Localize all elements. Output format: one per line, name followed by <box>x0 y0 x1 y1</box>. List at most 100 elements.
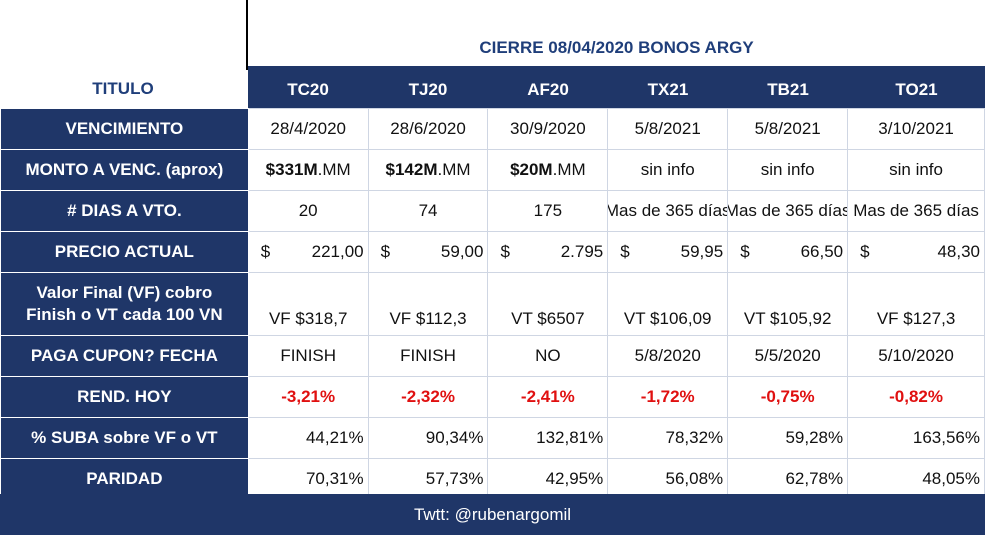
cell[interactable]: $2.795 <box>487 231 609 273</box>
cell[interactable]: 5/8/2021 <box>727 108 849 150</box>
top-left-blank <box>0 0 246 70</box>
cell[interactable]: sin info <box>727 149 849 191</box>
table-row-suba: % SUBA sobre VF o VT 44,21% 90,34% 132,8… <box>0 417 985 459</box>
cell[interactable]: 30/9/2020 <box>487 108 609 150</box>
row-label-line2: Finish o VT cada 100 VN <box>26 305 223 324</box>
cell-text: Mas de 365 días <box>853 201 979 220</box>
cell[interactable]: -2,41% <box>487 376 609 418</box>
table-row-vencimiento: VENCIMIENTO 28/4/2020 28/6/2020 30/9/202… <box>0 108 985 150</box>
cell-value: 59,00 <box>440 242 484 261</box>
cell[interactable]: sin info <box>847 149 985 191</box>
cell[interactable]: VF $112,3 <box>367 272 489 336</box>
cell[interactable]: 5/8/2021 <box>607 108 729 150</box>
cell[interactable]: $66,50 <box>727 231 849 273</box>
cell[interactable]: -3,21% <box>247 376 369 418</box>
cell[interactable]: -1,72% <box>607 376 729 418</box>
cell-rest: sin info <box>760 160 815 179</box>
cell-rest: sin info <box>640 160 695 179</box>
cell-text: Mas de 365 días <box>607 201 728 220</box>
cell-rest: .MM <box>317 160 351 179</box>
cell-rest: .MM <box>437 160 471 179</box>
cell[interactable]: 3/10/2021 <box>847 108 985 150</box>
divider <box>246 0 248 70</box>
header-label-titulo: TITULO <box>0 70 246 108</box>
cell[interactable]: 132,81% <box>487 417 609 459</box>
row-label: % SUBA sobre VF o VT <box>0 417 249 459</box>
cell[interactable]: $59,95 <box>607 231 729 273</box>
cell[interactable]: sin info <box>607 149 729 191</box>
cell[interactable]: 163,56% <box>847 417 985 459</box>
currency-symbol: $ <box>860 242 870 261</box>
cell[interactable]: 42,95% <box>487 458 609 500</box>
cell[interactable]: $331M.MM <box>247 149 369 191</box>
table-row-cupon: PAGA CUPON? FECHA FINISH FINISH NO 5/8/2… <box>0 335 985 377</box>
cell[interactable]: 44,21% <box>247 417 369 459</box>
cell-bold: $20M <box>510 160 553 179</box>
currency-symbol: $ <box>260 242 271 261</box>
cell[interactable]: $20M.MM <box>487 149 609 191</box>
cell[interactable]: 59,28% <box>727 417 849 459</box>
cell[interactable]: NO <box>487 335 609 377</box>
row-label-line1: Valor Final (VF) cobro <box>36 283 213 302</box>
row-label: # DIAS A VTO. <box>0 190 249 232</box>
footer-credit: Twtt: @rubenargomil <box>0 494 985 535</box>
table-row-valor-final: Valor Final (VF) cobro Finish o VT cada … <box>0 272 985 336</box>
row-label: PARIDAD <box>0 458 249 500</box>
cell[interactable]: Mas de 365 días <box>847 190 985 232</box>
bond-table: VENCIMIENTO 28/4/2020 28/6/2020 30/9/202… <box>0 108 985 500</box>
cell[interactable]: VT $6507 <box>487 272 609 336</box>
cell[interactable]: $48,30 <box>847 231 985 273</box>
row-label: MONTO A VENC. (aprox) <box>0 149 249 191</box>
cell[interactable]: $221,00 <box>247 231 369 273</box>
cell-rest: .MM <box>552 160 586 179</box>
cell[interactable]: Mas de 365 días <box>607 190 729 232</box>
cell-value: 48,30 <box>937 242 980 261</box>
cell[interactable]: -2,32% <box>367 376 489 418</box>
cell[interactable]: $142M.MM <box>367 149 489 191</box>
currency-symbol: $ <box>380 242 391 261</box>
currency-symbol: $ <box>620 242 630 261</box>
cell-rest: sin info <box>889 160 943 179</box>
cell[interactable]: 5/10/2020 <box>847 335 985 377</box>
cell-value: 66,50 <box>800 242 844 261</box>
table-row-paridad: PARIDAD 70,31% 57,73% 42,95% 56,08% 62,7… <box>0 458 985 500</box>
cell[interactable]: VF $127,3 <box>847 272 985 336</box>
cell[interactable]: 28/4/2020 <box>247 108 369 150</box>
cell[interactable]: Mas de 365 días <box>727 190 849 232</box>
cell[interactable]: 56,08% <box>607 458 729 500</box>
cell[interactable]: -0,82% <box>847 376 985 418</box>
cell[interactable]: VF $318,7 <box>247 272 369 336</box>
cell[interactable]: 20 <box>247 190 369 232</box>
cell[interactable]: $59,00 <box>367 231 489 273</box>
row-label: REND. HOY <box>0 376 249 418</box>
cell[interactable]: FINISH <box>247 335 369 377</box>
cell[interactable]: 62,78% <box>727 458 849 500</box>
cell-bold: $142M <box>385 160 438 179</box>
cell[interactable]: 74 <box>367 190 489 232</box>
table-row-dias: # DIAS A VTO. 20 74 175 Mas de 365 días … <box>0 190 985 232</box>
cell[interactable]: 5/8/2020 <box>607 335 729 377</box>
cell-value: 221,00 <box>311 242 364 261</box>
currency-symbol: $ <box>740 242 750 261</box>
currency-symbol: $ <box>500 242 510 261</box>
cell[interactable]: FINISH <box>367 335 489 377</box>
cell[interactable]: VT $105,92 <box>727 272 849 336</box>
row-label: Valor Final (VF) cobro Finish o VT cada … <box>0 272 249 336</box>
row-label: VENCIMIENTO <box>0 108 249 150</box>
cell[interactable]: 48,05% <box>847 458 985 500</box>
table-row-precio: PRECIO ACTUAL $221,00 $59,00 $2.795 $59,… <box>0 231 985 273</box>
cell[interactable]: 5/5/2020 <box>727 335 849 377</box>
table-row-monto: MONTO A VENC. (aprox) $331M.MM $142M.MM … <box>0 149 985 191</box>
cell[interactable]: 28/6/2020 <box>367 108 489 150</box>
cell[interactable]: 90,34% <box>367 417 489 459</box>
cell[interactable]: 175 <box>487 190 609 232</box>
bond-header: TJ20 <box>408 80 448 99</box>
cell[interactable]: 57,73% <box>367 458 489 500</box>
cell-value: 59,95 <box>680 242 724 261</box>
cell[interactable]: VT $106,09 <box>607 272 729 336</box>
cell-text: Mas de 365 días <box>727 201 848 220</box>
cell[interactable]: -0,75% <box>727 376 849 418</box>
cell[interactable]: 78,32% <box>607 417 729 459</box>
bond-header: TO21 <box>895 80 938 99</box>
